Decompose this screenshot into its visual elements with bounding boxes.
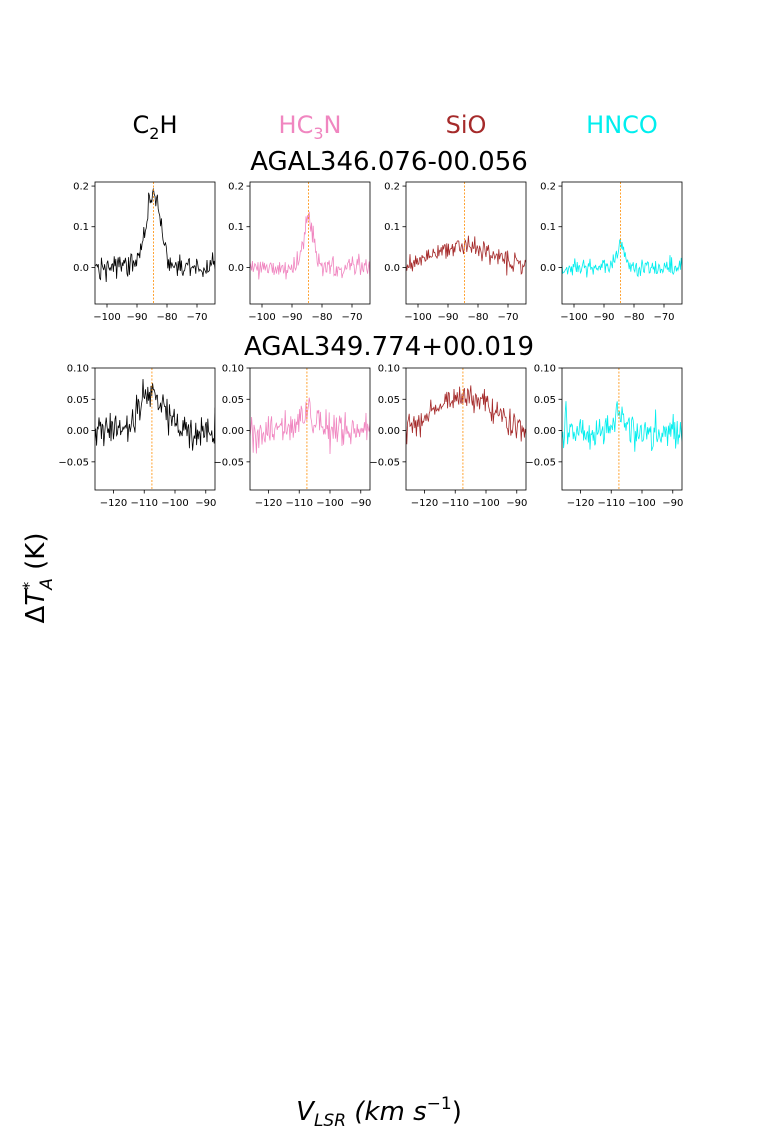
y-tick-label: 0.05 xyxy=(67,395,89,406)
x-tick-label: −120 xyxy=(100,498,127,509)
y-tick-label: −0.05 xyxy=(213,457,244,468)
y-tick-label: 0.10 xyxy=(222,364,244,375)
panel-c2h-1: −100 −90 −80 −70 0.0 0.1 0.2 xyxy=(73,181,216,323)
y-tick-label: 0.0 xyxy=(540,263,556,274)
x-tick-label: −90 xyxy=(437,312,458,323)
spectrum-line xyxy=(406,385,526,445)
x-tick-label: −120 xyxy=(567,498,594,509)
y-tick-label: 0.10 xyxy=(378,364,400,375)
molecule-title-c2h: C2H xyxy=(133,111,178,143)
panel-frame xyxy=(405,367,527,491)
spectrum-line xyxy=(562,401,682,452)
y-tick-label: 0.2 xyxy=(73,182,89,193)
x-tick-label: −100 xyxy=(404,312,431,323)
panel-hc3n-1: −100 −90 −80 −70 0.0 0.1 0.2 xyxy=(228,181,371,323)
x-tick-label: −110 xyxy=(130,498,157,509)
x-tick-label: −80 xyxy=(156,312,177,323)
x-tick-label: −100 xyxy=(248,312,275,323)
panel-frame xyxy=(561,367,683,491)
y-tick-label: −0.05 xyxy=(525,457,556,468)
spectrum-line xyxy=(406,235,526,276)
x-tick-label: −70 xyxy=(653,312,674,323)
y-tick-label: 0.1 xyxy=(540,222,556,233)
x-tick-label: −80 xyxy=(623,312,644,323)
y-tick-label: 0.2 xyxy=(384,182,400,193)
source-title: AGAL346.076-00.056 xyxy=(250,147,528,177)
x-tick-label: −70 xyxy=(341,312,362,323)
y-tick-label: 0.10 xyxy=(534,364,556,375)
y-tick-label: 0.1 xyxy=(73,222,89,233)
x-tick-label: −90 xyxy=(281,312,302,323)
spectrum-line xyxy=(250,211,370,280)
molecule-title-sio: SiO xyxy=(446,111,487,139)
y-tick-label: 0.1 xyxy=(228,222,244,233)
molecule-title-hc3n: HC3N xyxy=(279,111,342,143)
y-tick-label: 0.1 xyxy=(384,222,400,233)
x-tick-label: −100 xyxy=(560,312,587,323)
x-tick-label: −90 xyxy=(593,312,614,323)
panel-frame xyxy=(249,367,371,491)
panel-sio-1: −100 −90 −80 −70 0.0 0.1 0.2 xyxy=(384,181,527,323)
y-tick-label: 0.0 xyxy=(228,263,244,274)
x-tick-label: −80 xyxy=(467,312,488,323)
y-tick-label: 0.0 xyxy=(384,263,400,274)
panel-hnco-1: −100 −90 −80 −70 0.0 0.1 0.2 xyxy=(540,181,683,323)
y-tick-label: 0.00 xyxy=(67,426,89,437)
y-axis-label: ΔT*A (K) xyxy=(19,533,57,624)
x-tick-label: −90 xyxy=(350,498,371,509)
x-tick-label: −70 xyxy=(186,312,207,323)
x-tick-label: −110 xyxy=(597,498,624,509)
molecule-titles: C2H HC3N SiO HNCO xyxy=(133,111,658,143)
panel-sio-2: −120 −110 −100 −90 −0.05 0.00 0.05 0.10 xyxy=(369,364,527,510)
panel-frame xyxy=(94,181,216,305)
panel-frame xyxy=(249,181,371,305)
x-tick-label: −80 xyxy=(311,312,332,323)
spectrum-line xyxy=(250,397,370,455)
x-tick-label: −120 xyxy=(411,498,438,509)
x-axis-label: VLSR (km s−1) xyxy=(296,1094,462,1131)
y-tick-label: 0.2 xyxy=(540,182,556,193)
y-tick-label: 0.05 xyxy=(378,395,400,406)
spectrum-line xyxy=(95,188,215,283)
x-tick-label: −100 xyxy=(93,312,120,323)
x-tick-label: −100 xyxy=(316,498,343,509)
panel-hc3n-2: −120 −110 −100 −90 −0.05 0.00 0.05 0.10 xyxy=(213,364,371,510)
y-tick-label: −0.05 xyxy=(58,457,89,468)
x-tick-label: −90 xyxy=(195,498,216,509)
y-tick-label: 0.05 xyxy=(534,395,556,406)
spectra-panels: AGAL346.076-00.056 −100 −90 −80 −70 0.0 0.1 0.2… xyxy=(58,147,683,509)
source-title: AGAL349.774+00.019 xyxy=(244,332,534,362)
x-tick-label: −100 xyxy=(472,498,499,509)
y-tick-label: 0.2 xyxy=(228,182,244,193)
panel-frame xyxy=(94,367,216,491)
molecule-title-hnco: HNCO xyxy=(586,111,658,139)
x-tick-label: −90 xyxy=(506,498,527,509)
x-tick-label: −100 xyxy=(161,498,188,509)
panel-frame xyxy=(561,181,683,305)
x-tick-label: −90 xyxy=(126,312,147,323)
spectrum-line xyxy=(562,238,682,278)
x-tick-label: −110 xyxy=(285,498,312,509)
x-tick-label: −70 xyxy=(497,312,518,323)
x-tick-label: −120 xyxy=(255,498,282,509)
x-tick-label: −90 xyxy=(662,498,683,509)
spectrum-line xyxy=(95,379,215,451)
y-tick-label: 0.05 xyxy=(222,395,244,406)
panel-c2h-2: −120 −110 −100 −90 −0.05 0.00 0.05 0.10 xyxy=(58,364,216,510)
panel-frame xyxy=(405,181,527,305)
x-tick-label: −110 xyxy=(441,498,468,509)
y-tick-label: 0.00 xyxy=(378,426,400,437)
y-tick-label: 0.00 xyxy=(534,426,556,437)
y-tick-label: 0.10 xyxy=(67,364,89,375)
y-tick-label: 0.00 xyxy=(222,426,244,437)
panel-hnco-2: −120 −110 −100 −90 −0.05 0.00 0.05 0.10 xyxy=(525,364,683,510)
y-tick-label: 0.0 xyxy=(73,263,89,274)
y-tick-label: −0.05 xyxy=(369,457,400,468)
x-tick-label: −100 xyxy=(628,498,655,509)
